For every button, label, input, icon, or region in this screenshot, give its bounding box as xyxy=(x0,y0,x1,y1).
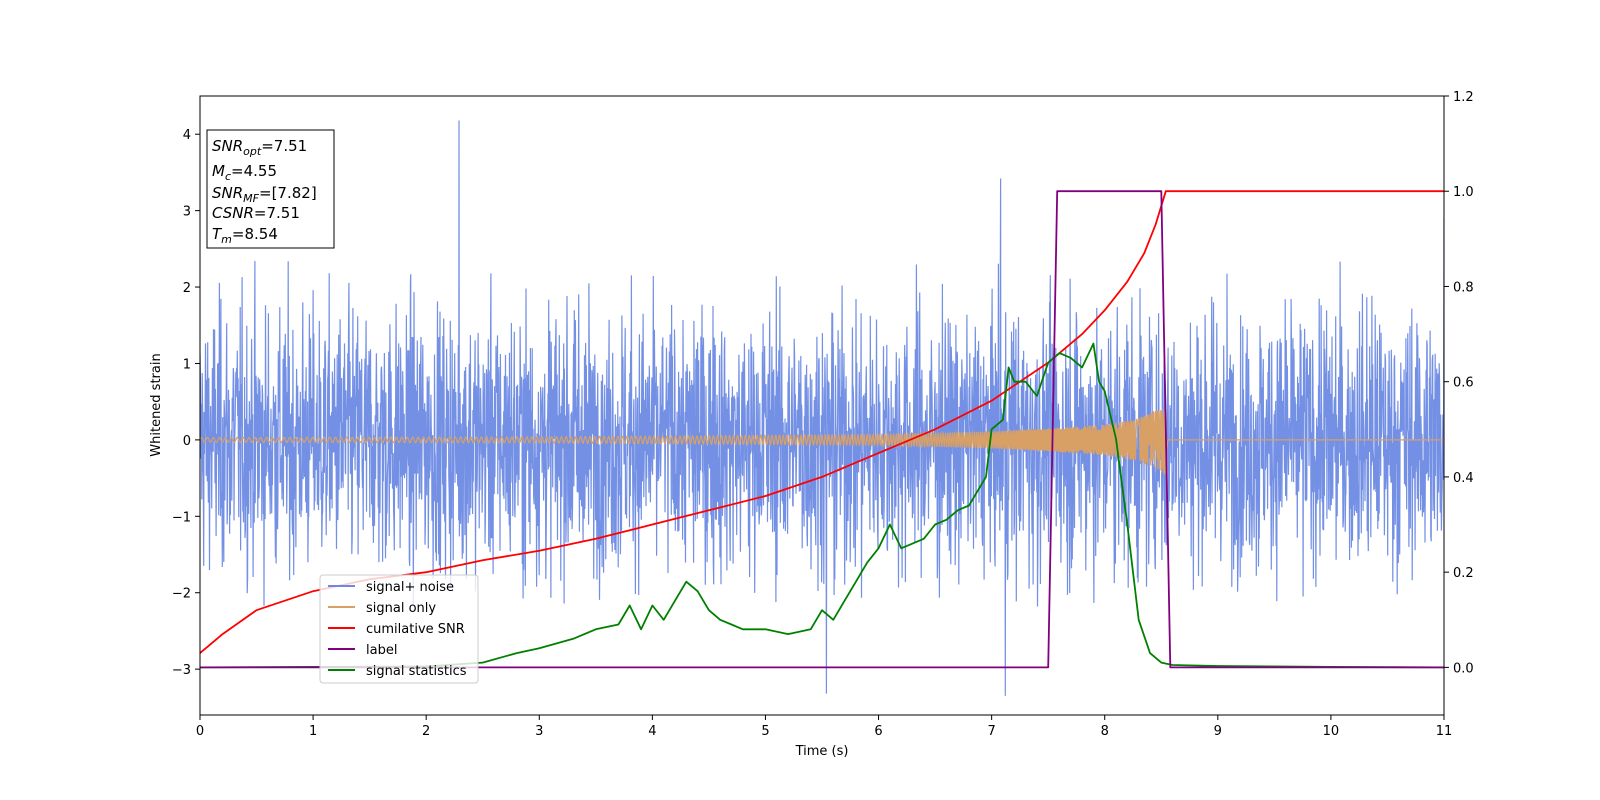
annotation-line: Tm=8.54 xyxy=(212,225,278,246)
y-right-tick-label: 0.8 xyxy=(1453,280,1474,295)
legend-item: signal+ noise xyxy=(328,580,454,595)
legend-frame xyxy=(319,574,479,684)
y-left-tick-label: −3 xyxy=(172,663,191,678)
y-left-tick-label: 3 xyxy=(183,205,191,220)
x-axis-label: Time (s) xyxy=(795,744,849,759)
y-right-tick-label: 0.2 xyxy=(1453,566,1474,581)
legend-label: cumilative SNR xyxy=(366,622,465,637)
plot-frame xyxy=(199,95,1445,716)
annotation-line: SNRopt=7.51 xyxy=(212,137,307,158)
series-signal-plus-noise-line xyxy=(200,120,1444,696)
x-tick-label: 6 xyxy=(874,724,882,739)
x-tick-label: 4 xyxy=(648,724,656,739)
series-signal-only-line xyxy=(200,408,1444,475)
y-right-tick-label: 0.4 xyxy=(1453,471,1474,486)
x-axis: 0 1 2 3 4 5 6 7 8 9 10 11 xyxy=(196,715,1452,739)
legend-item: signal statistics xyxy=(328,664,467,679)
x-tick-label: 5 xyxy=(761,724,769,739)
annotation-line: SNRMF=[7.82] xyxy=(212,184,317,205)
series-signal-statistics-line xyxy=(200,342,1444,669)
legend: signal+ noise signal only cumilative SNR la… xyxy=(319,574,479,684)
x-tick-label: 11 xyxy=(1436,724,1453,739)
annotation-line: Mc=4.55 xyxy=(212,162,277,183)
legend-label: label xyxy=(366,643,397,658)
series-label-line xyxy=(200,190,1444,669)
y-left-tick-label: 4 xyxy=(183,128,191,143)
legend-item: cumilative SNR xyxy=(328,622,465,637)
legend-item: label xyxy=(328,643,397,658)
y-right-tick-label: 0.6 xyxy=(1453,376,1474,391)
y-axis-right: 1.2 1.0 0.8 0.6 0.4 0.2 0.0 xyxy=(1444,90,1474,676)
y-right-tick-label: 1.2 xyxy=(1453,90,1474,105)
y-left-tick-label: 0 xyxy=(183,434,191,449)
x-tick-label: 0 xyxy=(196,724,204,739)
legend-label: signal only xyxy=(366,601,436,616)
x-tick-label: 7 xyxy=(987,724,995,739)
y-left-tick-label: −1 xyxy=(172,510,191,525)
y-left-tick-label: 1 xyxy=(183,357,191,372)
x-tick-label: 3 xyxy=(535,724,543,739)
x-tick-label: 2 xyxy=(422,724,430,739)
x-tick-label: 9 xyxy=(1214,724,1222,739)
y-right-tick-label: 0.0 xyxy=(1453,661,1474,676)
x-tick-label: 1 xyxy=(309,724,317,739)
x-tick-label: 8 xyxy=(1101,724,1109,739)
annotation-line: CSNR=7.51 xyxy=(212,204,300,222)
legend-item: signal only xyxy=(328,601,436,616)
legend-label: signal statistics xyxy=(366,664,467,679)
y-left-tick-label: 2 xyxy=(183,281,191,296)
y-axis-left: 4 3 2 1 0 −1 −2 −3 xyxy=(172,128,200,678)
annotation-frame xyxy=(206,129,335,249)
y-right-tick-label: 1.0 xyxy=(1453,185,1474,200)
x-tick-label: 10 xyxy=(1323,724,1340,739)
y-axis-label: Whitened strain xyxy=(149,353,164,456)
legend-label: signal+ noise xyxy=(366,580,454,595)
y-left-tick-label: −2 xyxy=(172,587,191,602)
